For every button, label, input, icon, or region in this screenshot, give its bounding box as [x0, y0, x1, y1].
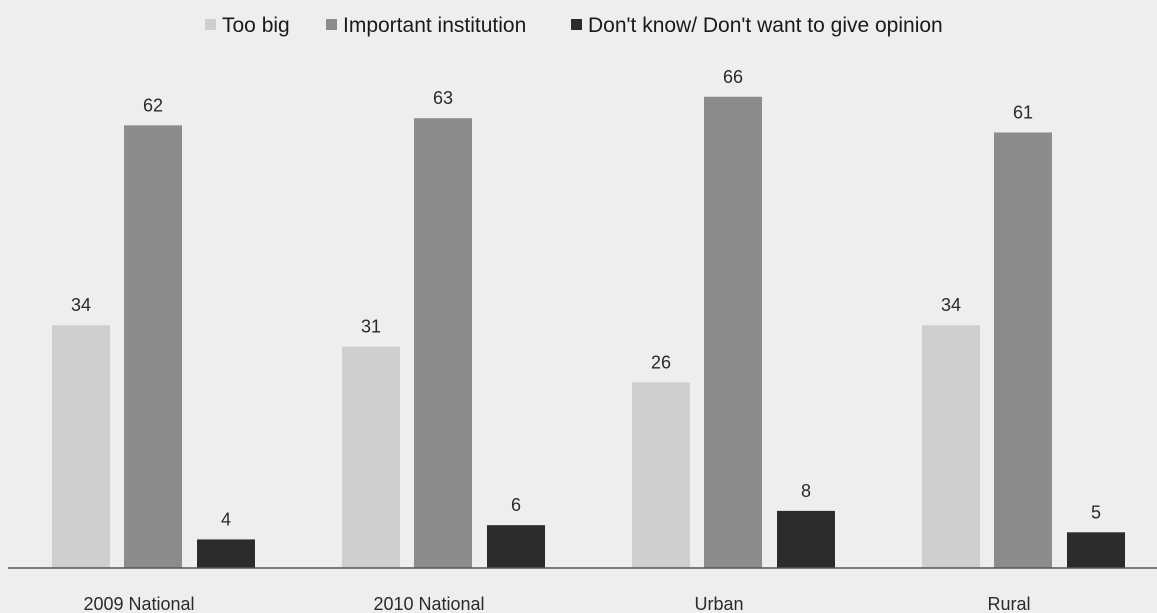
bar-3-1 [994, 132, 1052, 568]
bar-3-0 [922, 325, 980, 568]
data-label-0-0: 34 [71, 295, 91, 315]
data-label-3-1: 61 [1013, 102, 1033, 122]
data-label-0-2: 4 [221, 509, 231, 529]
legend-swatch-1 [326, 19, 337, 30]
bar-1-0 [342, 346, 400, 568]
bar-3-2 [1067, 532, 1125, 568]
data-labels-layer: 34 62 4 31 63 6 26 66 8 34 61 5 [71, 67, 1101, 530]
x-tick-label-2: Urban [694, 594, 743, 613]
x-tick-label-1: 2010 National [373, 594, 484, 613]
data-label-2-2: 8 [801, 481, 811, 501]
x-tick-labels: 2009 National 2010 National Urban Rural [83, 594, 1030, 613]
bar-2-0 [632, 382, 690, 568]
data-label-2-1: 66 [723, 67, 743, 87]
bar-1-2 [487, 525, 545, 568]
data-label-0-1: 62 [143, 95, 163, 115]
bar-0-2 [197, 539, 255, 568]
data-label-1-0: 31 [361, 317, 381, 337]
bar-1-1 [414, 118, 472, 569]
data-label-2-0: 26 [651, 352, 671, 372]
legend-label-2: Don't know/ Don't want to give opinion [588, 14, 943, 37]
bar-0-1 [124, 125, 182, 568]
data-label-1-1: 63 [433, 88, 453, 108]
bar-2-2 [777, 510, 835, 568]
bars-layer [52, 96, 1125, 569]
legend-label-0: Too big [222, 14, 290, 37]
x-tick-label-3: Rural [987, 594, 1030, 613]
data-label-1-2: 6 [511, 495, 521, 515]
data-label-3-0: 34 [941, 295, 961, 315]
bar-2-1 [704, 96, 762, 568]
legend: Too big Important institution Don't know/ … [205, 14, 943, 37]
legend-swatch-2 [571, 19, 582, 30]
x-tick-label-0: 2009 National [83, 594, 194, 613]
legend-label-1: Important institution [343, 14, 526, 37]
bar-0-0 [52, 325, 110, 568]
data-label-3-2: 5 [1091, 502, 1101, 522]
legend-swatch-0 [205, 19, 216, 30]
